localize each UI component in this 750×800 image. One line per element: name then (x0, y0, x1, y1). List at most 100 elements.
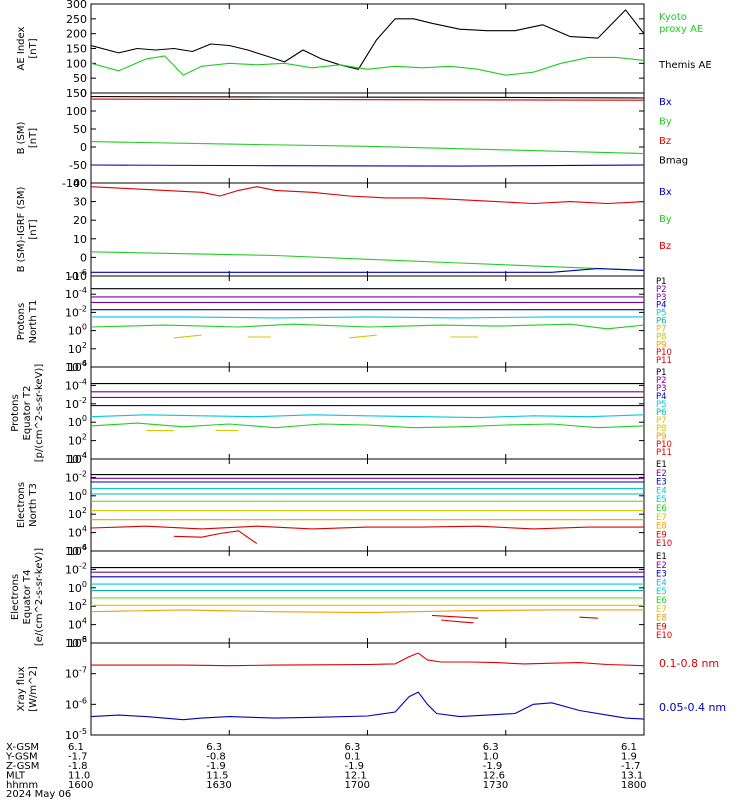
x-annotation-rows: X-GSM 6.1 6.3 6.3 6.3 6.1 Y-GSM -1.7 -0.8 0.1 1.0 1… (5, 742, 646, 800)
series-P7 (173, 334, 202, 339)
x-row-value: 6.3 (345, 742, 361, 753)
legend-entry: P2 (656, 376, 667, 386)
y-tick-exponent: 0 (82, 414, 87, 423)
x-row-label: X-GSM (6, 742, 39, 753)
y-tick-label: 106 (68, 635, 87, 650)
series-E9 (91, 525, 644, 530)
y-tick-exponent: -8 (79, 635, 87, 644)
series-Bx (91, 164, 644, 167)
y-tick-base: 10 (68, 582, 82, 595)
y-axis-label: Equator T2 (22, 386, 33, 441)
legend-entry: E9 (656, 622, 667, 632)
legend-entry: P6 (656, 317, 667, 327)
y-tick-base: 10 (68, 361, 82, 374)
x-row-value: 13.1 (621, 771, 643, 782)
legend-entry: P11 (656, 448, 672, 458)
panel-frame (90, 92, 645, 184)
y-axis-label: [nT] (28, 38, 39, 58)
y-tick-base: 10 (65, 471, 79, 484)
y-tick-base: 10 (65, 563, 79, 576)
legend-entry: E4 (656, 486, 667, 496)
legend-entry: P6 (656, 408, 667, 418)
legend-entry: E7 (656, 605, 667, 615)
y-tick-label: 10-4 (65, 377, 87, 392)
y-tick-label: 104 (68, 451, 87, 466)
y-tick-exponent: -4 (79, 377, 87, 386)
legend-entry: Bz (659, 241, 671, 252)
y-tick-label: 10-4 (65, 451, 87, 466)
y-tick-label: 150 (66, 87, 87, 100)
x-row-value: 1800 (621, 780, 646, 791)
y-tick-base: 10 (68, 325, 82, 338)
y-tick-base: 10 (68, 453, 82, 466)
legend-entry: 0.1-0.8 nm (659, 657, 719, 670)
y-tick-exponent: -4 (79, 451, 87, 460)
y-tick-label: -100 (62, 177, 87, 190)
panel-series (91, 652, 644, 721)
legend-entry: P8 (656, 332, 667, 342)
y-axis-label: North T3 (28, 483, 39, 527)
y-tick-exponent: 4 (82, 359, 87, 368)
y-tick-label: 200 (66, 28, 87, 41)
x-row-value: 6.3 (206, 742, 222, 753)
legend-entry: P7 (656, 324, 667, 334)
series-P5 (91, 414, 644, 419)
panel-frame (90, 458, 645, 552)
y-tick-label: 10-6 (65, 696, 87, 711)
y-tick-label: 100 (68, 323, 87, 338)
legend-entry: E10 (656, 631, 672, 641)
y-tick-label: 10-7 (65, 666, 87, 681)
panel-series (91, 186, 644, 273)
y-tick-label: 10-2 (65, 561, 87, 576)
x-row-value: 6.1 (621, 742, 637, 753)
series-Kyoto proxy AE (91, 55, 644, 76)
panel-series (91, 96, 644, 167)
x-row-value: -1.9 (206, 761, 226, 772)
x-row-value: 1.0 (483, 752, 499, 763)
series-E10 (441, 619, 474, 624)
x-row-value: -1.8 (68, 761, 88, 772)
y-tick-base: 10 (65, 379, 79, 392)
y-tick-exponent: -2 (79, 469, 87, 478)
x-row-label: MLT (6, 771, 26, 782)
x-row-label: Y-GSM (5, 752, 38, 763)
y-axis-label: Xray flux (16, 667, 27, 712)
legend-entry: E9 (656, 530, 667, 540)
y-tick-exponent: 6 (82, 543, 87, 552)
y-tick-label: 106 (68, 543, 87, 558)
y-tick-label: 0 (80, 251, 87, 264)
y-tick-label: 10-4 (65, 286, 87, 301)
y-axis-label: [e/(cm^2-s-sr-keV)] (34, 548, 45, 646)
y-tick-label: 20 (73, 214, 87, 227)
legend-entry: E5 (656, 587, 667, 597)
y-axis-label: [W/m^2] (28, 666, 39, 712)
y-tick-label: 150 (66, 43, 87, 56)
y-tick-exponent: -7 (79, 666, 87, 675)
legend-entry: P2 (656, 285, 667, 295)
legend-entry: E5 (656, 495, 667, 505)
y-tick-label: 104 (68, 359, 87, 374)
panel-bsm: -100 -50 0 50 100 150 B (SM) [nT] Bx By Bz Bmag (16, 87, 688, 190)
series-P6 (91, 422, 644, 429)
legend-entry: E1 (656, 552, 667, 562)
legend-entry: E3 (656, 478, 667, 488)
series-E8 (91, 609, 644, 614)
legend-entry: P9 (656, 340, 667, 350)
y-tick-base: 10 (68, 637, 82, 650)
y-tick-exponent: -2 (79, 304, 87, 313)
legend-entry: Themis AE (658, 60, 712, 71)
y-axis-label: [nT] (28, 219, 39, 239)
y-tick-label: 0 (80, 87, 87, 100)
y-axis-label: [p/(cm^2-s-sr-keV)] (34, 364, 45, 463)
y-axis-label: Equator T4 (22, 570, 33, 625)
y-tick-label: 30 (73, 196, 87, 209)
legend-entry: By (659, 117, 672, 128)
y-tick-exponent: 2 (82, 598, 87, 607)
y-tick-exponent: 0 (82, 488, 87, 497)
legend-entry: P3 (656, 293, 667, 303)
legend-entry: E8 (656, 614, 667, 624)
